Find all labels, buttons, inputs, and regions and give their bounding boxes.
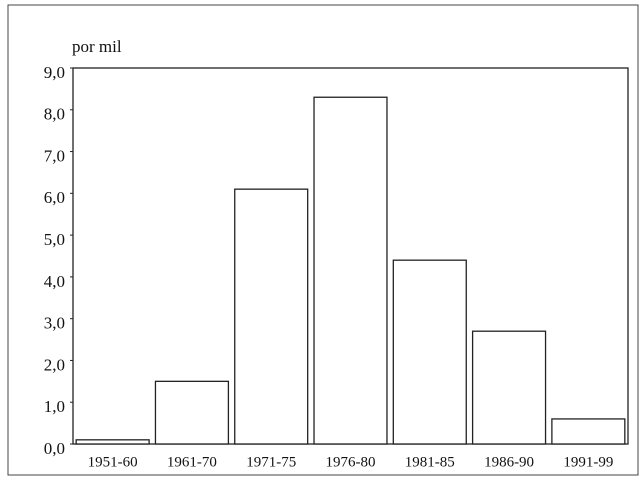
bar — [551, 418, 626, 445]
y-tick-label: 8,0 — [44, 105, 65, 124]
y-tick-label: 4,0 — [44, 272, 65, 291]
y-tick-label: 6,0 — [44, 188, 65, 207]
x-tick-label: 1981-85 — [405, 454, 455, 470]
x-tick-label: 1951-60 — [88, 454, 138, 470]
bar — [154, 380, 230, 445]
x-tick-label: 1991-99 — [563, 454, 613, 470]
y-tick-label: 5,0 — [44, 230, 65, 249]
bar — [313, 96, 388, 445]
outer-frame — [7, 4, 639, 476]
x-tick-label: 1961-70 — [167, 454, 217, 470]
y-tick-label: 1,0 — [44, 397, 65, 416]
y-tick-label: 2,0 — [44, 355, 65, 374]
y-tick-label: 3,0 — [44, 314, 65, 333]
y-tick-label: 9,0 — [44, 63, 65, 82]
y-tick-label: 0,0 — [44, 439, 65, 458]
x-tick-label: 1971-75 — [246, 454, 296, 470]
y-tick-label: 7,0 — [44, 146, 65, 165]
bar — [471, 330, 547, 445]
y-axis-label: por mil — [72, 37, 122, 56]
bar — [75, 439, 150, 445]
bar — [392, 259, 467, 445]
x-tick-label: 1976-80 — [326, 454, 376, 470]
x-tick-label: 1986-90 — [484, 454, 534, 470]
bar — [234, 188, 309, 445]
